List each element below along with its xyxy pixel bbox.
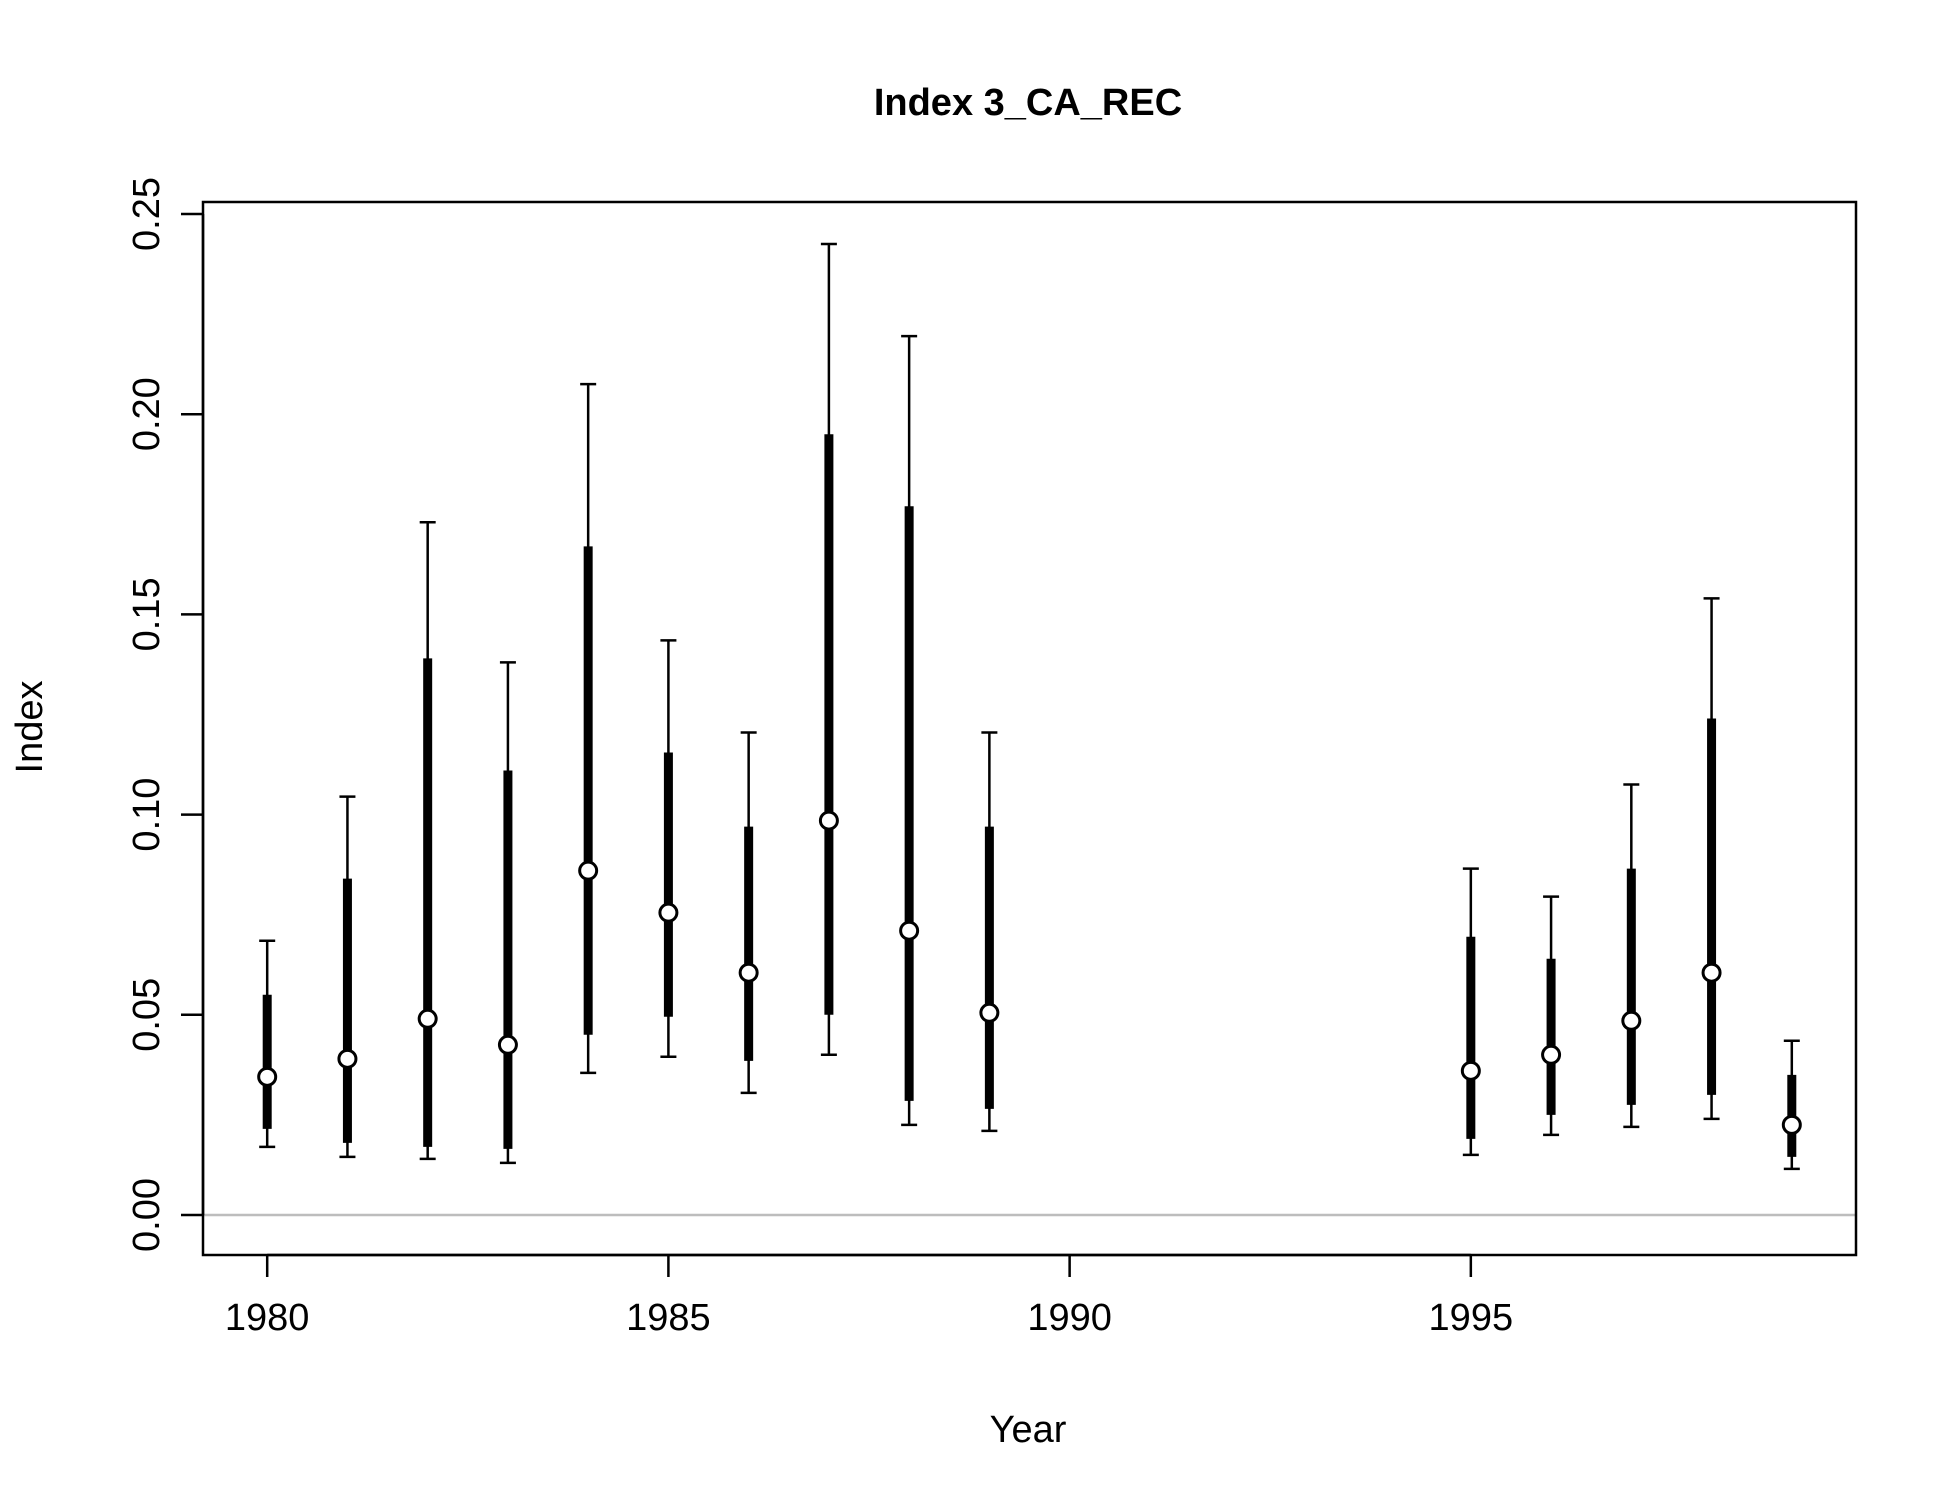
data-point xyxy=(1621,1010,1642,1031)
y-tick-label: 0.05 xyxy=(126,978,168,1052)
data-point xyxy=(337,1048,358,1069)
x-tick-label: 1990 xyxy=(1027,1297,1112,1339)
data-point xyxy=(979,1002,1000,1023)
y-tick-label: 0.15 xyxy=(126,577,168,651)
plot-area: 1980 1985 1990 1995 0.00 0.05 0.10 0.15 0.20 0.25 xyxy=(126,177,1858,1339)
data-point xyxy=(417,1008,438,1029)
x-tick-label: 1995 xyxy=(1429,1297,1514,1339)
data-point xyxy=(1701,962,1722,983)
data-point xyxy=(578,860,599,881)
data-point xyxy=(1460,1060,1481,1081)
data-point xyxy=(818,810,839,831)
data-point xyxy=(1781,1114,1802,1135)
y-tick-label: 0.00 xyxy=(126,1178,168,1252)
y-tick-label: 0.25 xyxy=(126,177,168,251)
x-tick-label: 1980 xyxy=(225,1297,310,1339)
data-point xyxy=(738,962,759,983)
y-tick-label: 0.10 xyxy=(126,778,168,852)
data-point xyxy=(899,920,920,941)
y-axis-label: Index xyxy=(9,681,51,774)
x-tick-label: 1985 xyxy=(626,1297,711,1339)
data-point xyxy=(497,1034,518,1055)
y-tick-label: 0.20 xyxy=(126,377,168,451)
x-axis-label: Year xyxy=(990,1409,1067,1451)
data-point xyxy=(658,902,679,923)
chart-title: Index 3_CA_REC xyxy=(874,82,1182,124)
data-point xyxy=(1541,1044,1562,1065)
data-point xyxy=(257,1066,278,1087)
